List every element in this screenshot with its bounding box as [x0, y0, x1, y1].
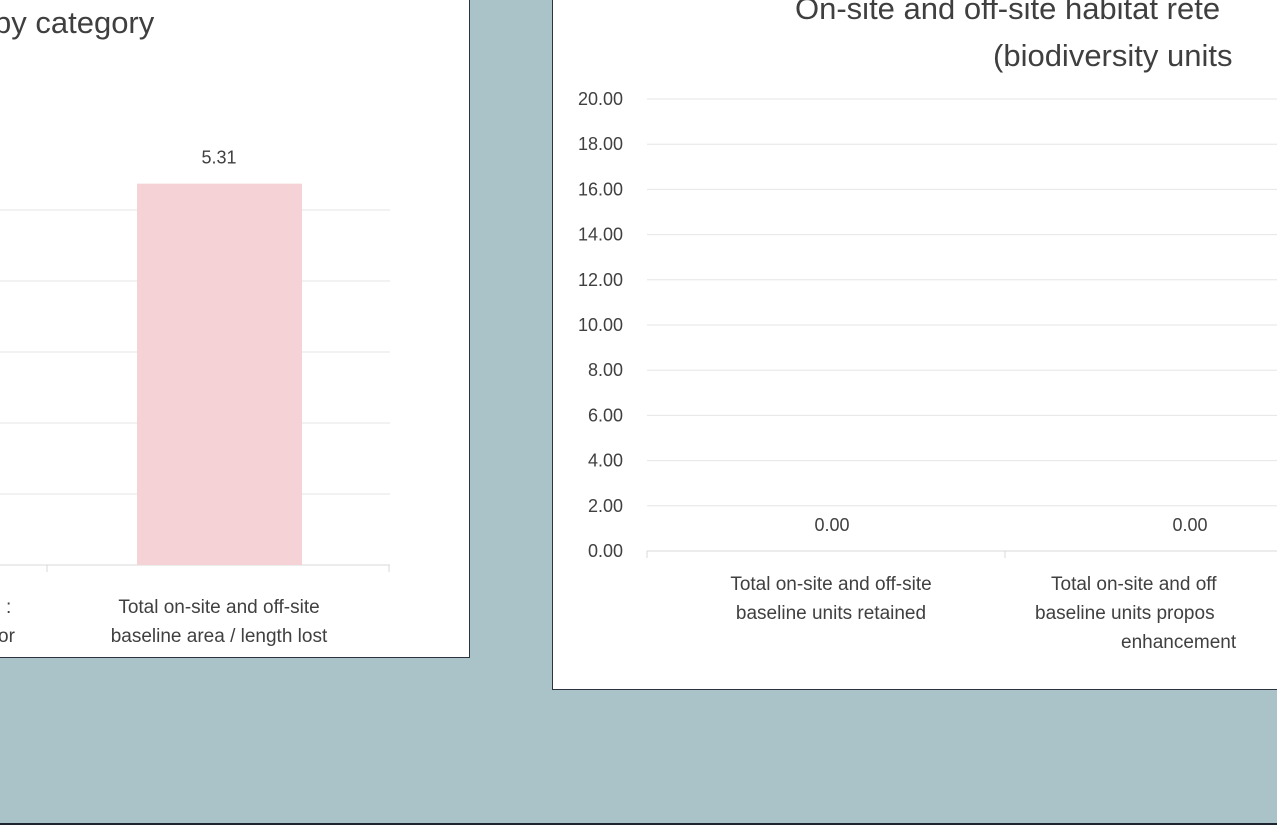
right-y-tick-label: 14.00	[578, 225, 623, 245]
right-y-tick-label: 12.00	[578, 270, 623, 290]
right-y-tick-label: 4.00	[588, 451, 623, 471]
right-y-tick-label: 8.00	[588, 360, 623, 380]
left-chart-title: by category	[0, 5, 155, 40]
right-y-tick-label: 6.00	[588, 405, 623, 425]
right-chart-subtitle: (biodiversity units	[993, 38, 1232, 73]
right-y-tick-label: 18.00	[578, 134, 623, 154]
right-chart-svg: On-site and off-site habitat rete (biodi…	[578, 0, 1277, 653]
right-chart-panel: On-site and off-site habitat rete (biodi…	[552, 0, 1277, 690]
right-category-2-line-2: baseline units propos	[1035, 603, 1215, 624]
right-y-tick-label: 0.00	[588, 541, 623, 561]
right-category-2-line-1: Total on-site and off	[1051, 574, 1217, 595]
right-y-tick-label: 16.00	[578, 179, 623, 199]
right-y-tick-label: 2.00	[588, 496, 623, 516]
left-bar-baseline-lost	[137, 183, 302, 566]
right-category-1-line-1: Total on-site and off-site	[730, 574, 931, 595]
right-chart-title: On-site and off-site habitat rete	[795, 0, 1220, 26]
right-bar-data-label-2: 0.00	[1172, 515, 1207, 535]
right-y-tick-label: 20.00	[578, 89, 623, 109]
left-chart-panel: by category 5.31 : or Total on-site and …	[0, 0, 470, 658]
right-category-2-line-3: enhancement	[1121, 632, 1237, 653]
bottom-border	[0, 823, 1277, 825]
left-bar-data-label: 5.31	[201, 148, 236, 168]
left-category-label-line-2: baseline area / length lost	[111, 626, 328, 647]
right-y-tick-label: 10.00	[578, 315, 623, 335]
right-bar-data-label-1: 0.00	[814, 515, 849, 535]
left-category-fragment-2: or	[0, 626, 16, 647]
left-category-fragment-1: :	[6, 597, 11, 618]
right-category-1-line-2: baseline units retained	[736, 603, 926, 624]
left-category-label-line-1: Total on-site and off-site	[118, 597, 319, 618]
left-chart-svg: by category 5.31 : or Total on-site and …	[0, 5, 390, 647]
